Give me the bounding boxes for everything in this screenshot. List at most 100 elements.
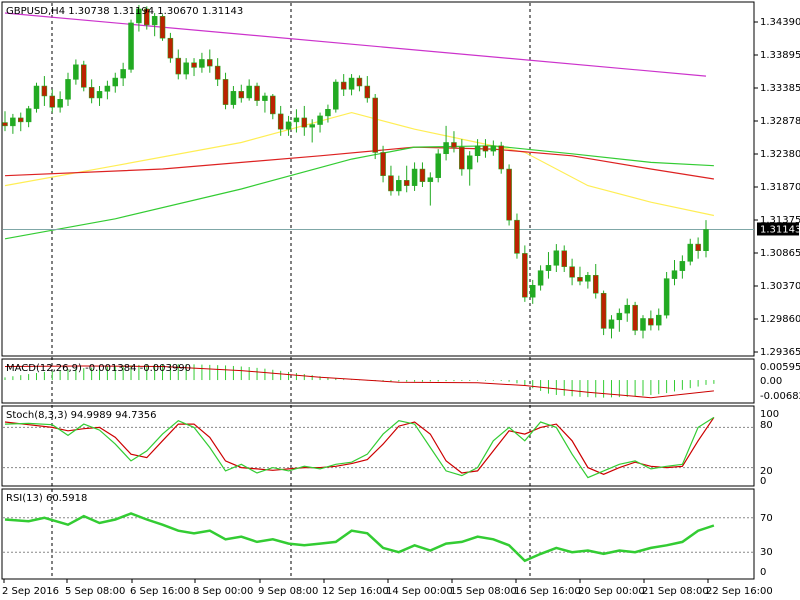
candle-body <box>687 243 693 262</box>
candle-body <box>616 312 623 321</box>
candle-body <box>230 91 237 105</box>
price-tick-label: 1.33895 <box>760 50 800 61</box>
candle-body <box>498 145 504 170</box>
price-plot <box>2 4 754 339</box>
current-price-badge-label: 1.31143 <box>760 224 800 235</box>
price-tick-label: 1.31870 <box>760 182 800 193</box>
candle-body <box>301 117 308 128</box>
candle-body <box>238 91 245 99</box>
candle-body <box>18 117 24 123</box>
stoch-signal-line <box>4 417 715 475</box>
candle-body <box>293 117 300 123</box>
candle-body <box>214 65 221 80</box>
candle-body <box>600 292 607 329</box>
candle-body <box>648 318 654 326</box>
candle-body <box>120 69 126 79</box>
price-tick-label: 1.29860 <box>760 314 800 325</box>
price-tick-label: 1.34390 <box>760 17 800 28</box>
candle-body <box>159 16 166 39</box>
candle-body <box>175 57 182 75</box>
x-axis-label: 16 Sep 16:00 <box>514 586 581 597</box>
stoch-panel-frame <box>1 405 755 487</box>
candle-body <box>246 85 252 99</box>
x-axis-label: 6 Sep 16:00 <box>130 586 190 597</box>
candle-body <box>262 95 268 101</box>
candle-body <box>695 243 701 251</box>
x-axis-label: 8 Sep 00:00 <box>193 586 253 597</box>
candle-body <box>474 145 481 157</box>
candle-body <box>655 314 662 326</box>
x-axis-label: 21 Sep 08:00 <box>642 586 709 597</box>
candle-body <box>522 253 528 298</box>
macd-tick-label: -0.006825 <box>760 391 800 402</box>
candle-body <box>372 97 378 153</box>
candle-body <box>73 64 79 80</box>
rsi-plot <box>3 512 754 563</box>
price-tick-label: 1.30865 <box>760 248 800 259</box>
stoch-tick-label: 0 <box>760 476 766 487</box>
rsi-line <box>4 512 715 563</box>
candle-body <box>632 304 638 331</box>
candle-body <box>608 319 615 329</box>
candle-body <box>270 95 276 115</box>
candle-body <box>640 318 646 331</box>
rsi-tick-label: 70 <box>760 513 773 524</box>
candle-body <box>104 85 111 92</box>
candle-body <box>10 117 16 127</box>
current-price-badge <box>757 222 799 236</box>
macd-plot <box>4 364 715 399</box>
stoch-header: Stoch(8,3,3) 94.9989 94.7356 <box>6 410 157 421</box>
price-tick-label: 1.29365 <box>760 347 800 358</box>
candle-body <box>545 265 552 271</box>
candle-body <box>207 59 213 67</box>
stoch-tick-label: 100 <box>760 409 779 420</box>
x-axis-label: 15 Sep 08:00 <box>450 586 517 597</box>
x-axis-label: 14 Sep 00:00 <box>386 586 453 597</box>
candle-body <box>33 85 40 109</box>
moving-average-4 <box>4 145 714 240</box>
candle-body <box>356 77 363 87</box>
candle-body <box>443 142 449 155</box>
candle-body <box>128 22 134 70</box>
candle-body <box>435 153 441 178</box>
x-axis-label: 12 Sep 16:00 <box>322 586 389 597</box>
candle-body <box>88 87 95 99</box>
candle-body <box>112 77 119 87</box>
candle-body <box>388 175 394 192</box>
candle-body <box>81 64 87 88</box>
price-header: GBPUSD,H4 1.30738 1.31194 1.30670 1.3114… <box>6 6 243 17</box>
candle-body <box>222 79 229 105</box>
candle-body <box>136 8 142 24</box>
candle-body <box>403 180 410 186</box>
candle-body <box>663 278 670 316</box>
candle-body <box>427 177 434 182</box>
candle-body <box>592 275 599 294</box>
stoch-main-line <box>4 416 715 479</box>
candle-body <box>514 219 520 254</box>
candle-body <box>49 95 56 108</box>
candle-body <box>65 79 71 100</box>
candle-body <box>585 275 591 282</box>
x-axis-label: 20 Sep 00:00 <box>578 586 645 597</box>
candle-body <box>2 122 8 127</box>
candle-body <box>380 152 386 176</box>
macd-signal-line <box>4 365 714 399</box>
stoch-plot <box>3 416 754 479</box>
candle-body <box>364 85 371 99</box>
macd-panel-frame <box>1 358 755 404</box>
moving-average-2 <box>4 111 715 217</box>
candle-body <box>167 37 174 59</box>
candle-body <box>199 59 205 68</box>
candle-body <box>191 62 197 68</box>
macd-header: MACD(12,26,9) -0.001384 -0.003990 <box>6 363 191 374</box>
candle-body <box>506 168 512 221</box>
candle-body <box>340 81 347 90</box>
price-tick-label: 1.30370 <box>760 281 800 292</box>
stoch-tick-label: 80 <box>760 420 773 431</box>
candle-body <box>419 168 426 182</box>
price-tick-label: 1.33385 <box>760 83 800 94</box>
session-separators <box>51 3 531 578</box>
candle-body <box>553 250 560 266</box>
x-axis-label: 22 Sep 16:00 <box>706 586 773 597</box>
